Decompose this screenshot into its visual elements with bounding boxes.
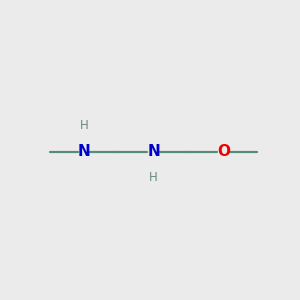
Text: H: H — [80, 119, 88, 132]
Text: H: H — [149, 171, 158, 184]
Text: O: O — [217, 144, 230, 159]
Text: N: N — [147, 144, 160, 159]
Text: N: N — [78, 144, 90, 159]
